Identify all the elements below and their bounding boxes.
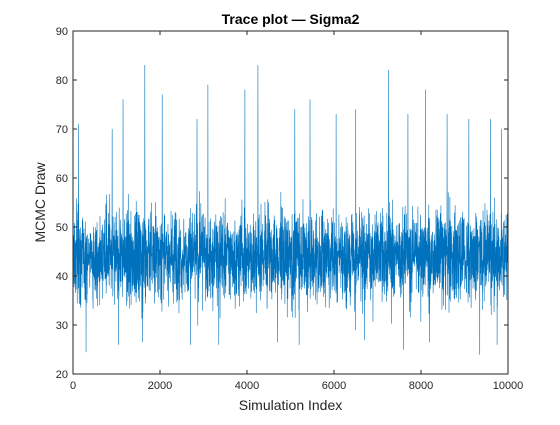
y-tick-label: 80 bbox=[56, 75, 68, 87]
x-axis-label: Simulation Index bbox=[239, 397, 343, 413]
plot-area bbox=[73, 31, 508, 374]
x-tick-label: 4000 bbox=[235, 380, 259, 392]
y-tick-label: 70 bbox=[56, 124, 68, 136]
series-layer bbox=[72, 65, 509, 355]
x-tick-label: 10000 bbox=[493, 380, 524, 392]
trace-series-line bbox=[72, 65, 509, 355]
y-tick-label: 20 bbox=[56, 369, 68, 381]
y-tick-label: 30 bbox=[56, 320, 68, 332]
x-tick-label: 8000 bbox=[409, 380, 433, 392]
x-tick-label: 2000 bbox=[148, 380, 172, 392]
y-tick-label: 40 bbox=[56, 271, 68, 283]
chart-title: Trace plot — Sigma2 bbox=[222, 11, 360, 27]
y-axis-label: MCMC Draw bbox=[32, 162, 48, 243]
y-tick-label: 50 bbox=[56, 222, 68, 234]
x-tick-label: 6000 bbox=[322, 380, 346, 392]
y-tick-label: 60 bbox=[56, 173, 68, 185]
tick-layer: 0 2000 4000 6000 8000 10000 20 30 40 50 60 70 80 90 bbox=[56, 26, 524, 392]
x-tick-label: 0 bbox=[70, 380, 76, 392]
y-tick-label: 90 bbox=[56, 26, 68, 38]
axes-box bbox=[72, 30, 509, 375]
